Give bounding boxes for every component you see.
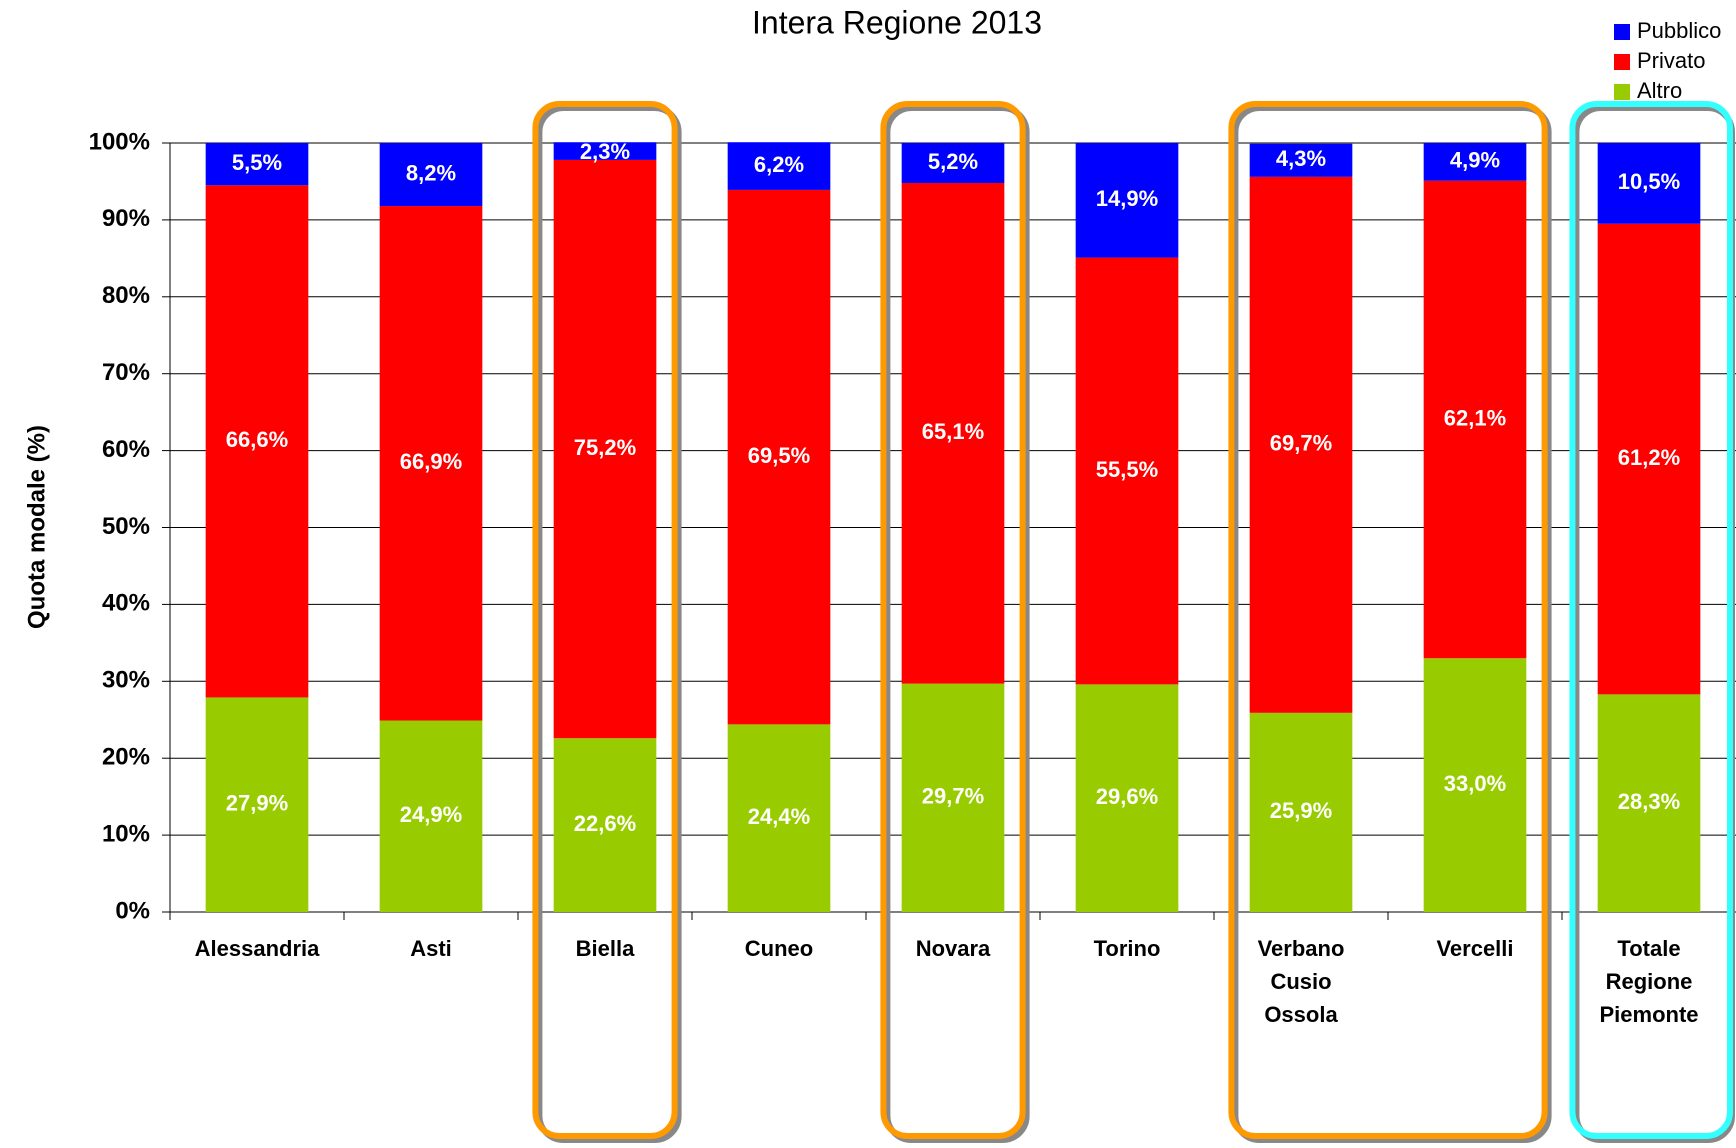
data-label: 24,4% <box>748 804 810 829</box>
bar-segment <box>205 143 309 186</box>
y-tick-label: 90% <box>102 205 150 232</box>
x-tick-label: Biella <box>576 936 635 961</box>
y-tick-label: 30% <box>102 667 150 694</box>
bar-segment <box>379 143 483 207</box>
y-tick-label: 40% <box>102 590 150 617</box>
y-tick-label: 10% <box>102 820 150 847</box>
data-label: 22,6% <box>574 811 636 836</box>
bar-segment <box>1249 712 1353 912</box>
bar-segment <box>1597 694 1701 912</box>
bar-segment <box>727 142 831 190</box>
data-label: 55,5% <box>1096 457 1158 482</box>
bar-segment <box>1423 143 1527 181</box>
legend-swatch <box>1614 84 1630 100</box>
y-tick-label: 0% <box>115 897 150 924</box>
bar-segment <box>553 142 657 160</box>
bar-segment <box>901 182 1005 684</box>
data-label: 62,1% <box>1444 405 1506 430</box>
bar-segment <box>1423 658 1527 912</box>
data-label: 4,3% <box>1276 146 1326 171</box>
bar-segment <box>1597 143 1701 224</box>
legend-swatch <box>1614 24 1630 40</box>
data-label: 75,2% <box>574 435 636 460</box>
x-tick-label: Cuneo <box>745 936 813 961</box>
highlight-frame <box>1569 101 1733 1139</box>
data-label: 14,9% <box>1096 186 1158 211</box>
x-tick-label: Vercelli <box>1436 936 1513 961</box>
highlight-frame-shadow <box>884 105 1030 1143</box>
data-label: 28,3% <box>1618 789 1680 814</box>
data-label: 5,2% <box>928 149 978 174</box>
data-label: 27,9% <box>226 791 288 816</box>
bar-segment <box>1075 143 1179 258</box>
y-tick-label: 70% <box>102 359 150 386</box>
y-axis-label: Quota modale (%) <box>23 425 50 629</box>
highlight-frame-shadow <box>536 105 682 1143</box>
data-label: 10,5% <box>1618 169 1680 194</box>
x-tick-label: Torino <box>1094 936 1161 961</box>
data-label: 29,6% <box>1096 784 1158 809</box>
bar-segment <box>1249 143 1353 177</box>
legend-label: Altro <box>1637 78 1682 103</box>
x-tick-label: Asti <box>410 936 452 961</box>
highlight-frame <box>1228 101 1548 1139</box>
bar-segment <box>727 724 831 912</box>
legend-label: Pubblico <box>1637 18 1721 43</box>
y-tick-label: 80% <box>102 282 150 309</box>
data-label: 69,7% <box>1270 431 1332 456</box>
bar-segment <box>901 143 1005 183</box>
y-tick-label: 100% <box>89 128 150 155</box>
data-label: 65,1% <box>922 419 984 444</box>
bar-segment <box>553 159 657 739</box>
highlight-frame <box>532 101 678 1139</box>
bar-segment <box>727 189 831 725</box>
bar-segment <box>1423 180 1527 659</box>
data-label: 66,9% <box>400 449 462 474</box>
data-label: 6,2% <box>754 152 804 177</box>
bar-segment <box>205 697 309 912</box>
data-label: 4,9% <box>1450 148 1500 173</box>
data-label: 5,5% <box>232 150 282 175</box>
bar-segment <box>553 738 657 912</box>
bar-segment <box>379 720 483 912</box>
data-label: 24,9% <box>400 802 462 827</box>
chart-title: Intera Regione 2013 <box>752 4 1042 40</box>
x-tick-label: Novara <box>916 936 991 961</box>
y-tick-label: 20% <box>102 744 150 771</box>
data-label: 25,9% <box>1270 798 1332 823</box>
y-tick-label: 50% <box>102 513 150 540</box>
x-tick-label: Verbano Cusio Ossola <box>1258 936 1345 1027</box>
x-tick-label: Totale Regione Piemonte <box>1599 936 1698 1027</box>
data-label: 29,7% <box>922 784 984 809</box>
bar-segment <box>1075 684 1179 912</box>
legend-swatch <box>1614 54 1630 70</box>
bar-segment <box>205 185 309 698</box>
data-label: 66,6% <box>226 427 288 452</box>
data-label: 61,2% <box>1618 445 1680 470</box>
bar-segment <box>901 683 1005 912</box>
x-tick-label: Alessandria <box>195 936 320 961</box>
bar-segment <box>379 206 483 721</box>
legend-label: Privato <box>1637 48 1705 73</box>
y-tick-label: 60% <box>102 436 150 463</box>
data-label: 8,2% <box>406 160 456 185</box>
bar-segment <box>1597 223 1701 695</box>
data-label: 2,3% <box>580 139 630 164</box>
highlight-frame-shadow <box>1232 105 1552 1143</box>
data-label: 33,0% <box>1444 771 1506 796</box>
highlight-frame <box>880 101 1026 1139</box>
bar-segment <box>1075 257 1179 685</box>
data-label: 69,5% <box>748 443 810 468</box>
bar-segment <box>1249 176 1353 713</box>
